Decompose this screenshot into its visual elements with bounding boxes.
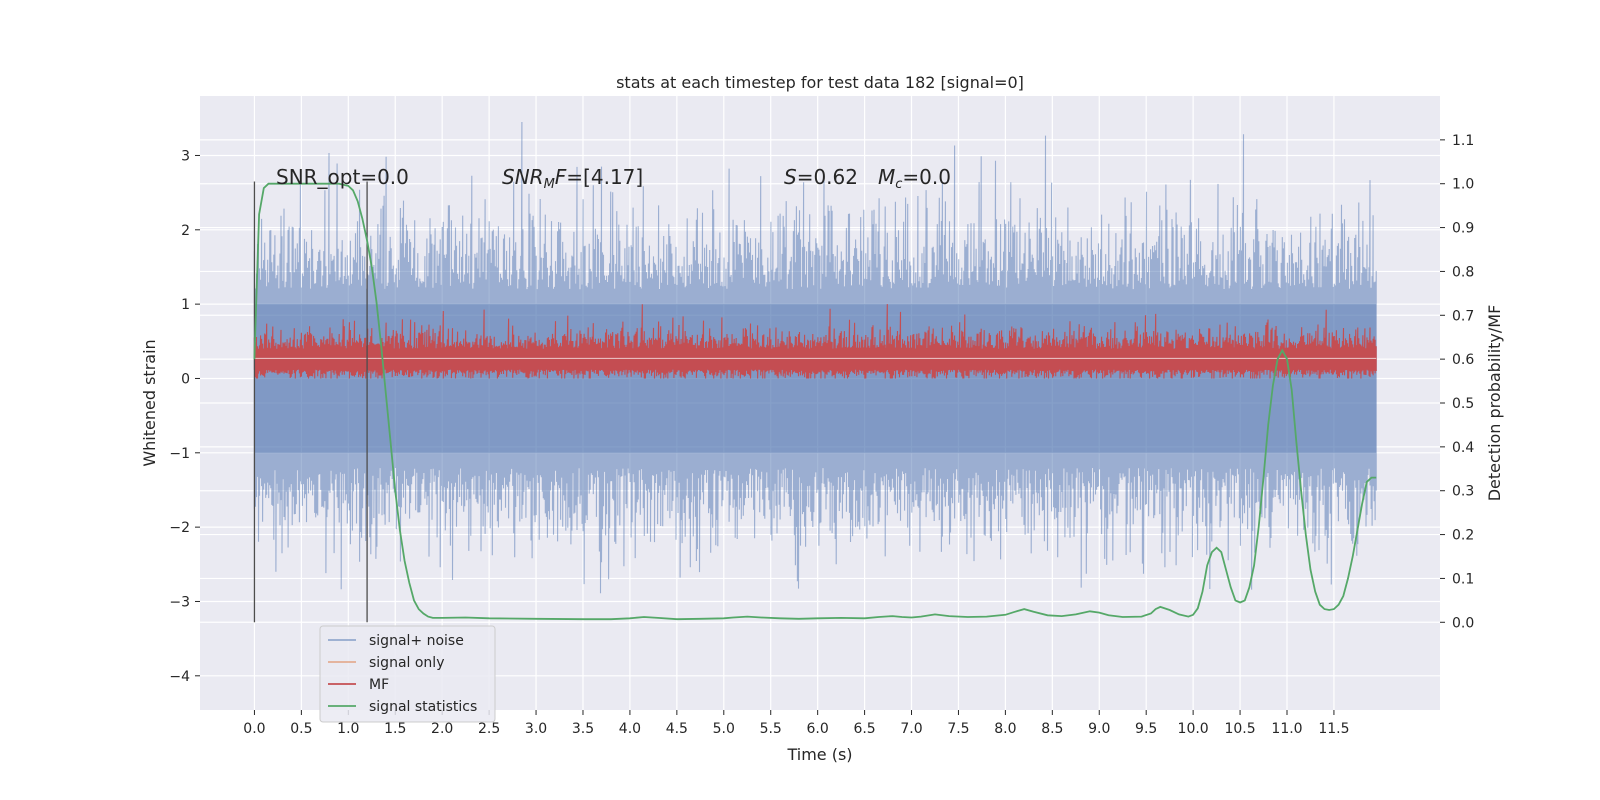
series-mf bbox=[253, 304, 1377, 379]
x-tick-label-0: 0.0 bbox=[243, 721, 265, 737]
annotation-s: S=0.62 bbox=[784, 165, 858, 189]
x-tick-label-23: 11.5 bbox=[1318, 721, 1349, 737]
x-tick-label-16: 8.0 bbox=[994, 721, 1016, 737]
y-tick-label-4: −1 bbox=[169, 446, 190, 462]
legend: signal+ noise signal only MF signal stat… bbox=[319, 625, 496, 723]
y-tick-label-0: 3 bbox=[181, 148, 190, 164]
x-tick-label-4: 2.0 bbox=[431, 721, 453, 737]
x-tick-label-9: 4.5 bbox=[666, 721, 688, 737]
y-right-tick-label-1: 1.0 bbox=[1452, 177, 1474, 193]
x-tick-label-15: 7.5 bbox=[947, 721, 969, 737]
y-right-tick-label-5: 0.6 bbox=[1452, 352, 1474, 368]
y-tick-label-2: 1 bbox=[181, 297, 190, 313]
x-tick-label-18: 9.0 bbox=[1088, 721, 1110, 737]
annotation-snr-opt: SNR_opt=0.0 bbox=[276, 165, 409, 189]
x-tick-label-5: 2.5 bbox=[478, 721, 500, 737]
y-right-tick-label-3: 0.8 bbox=[1452, 264, 1474, 280]
y-axis-label: Whitened strain bbox=[140, 339, 159, 466]
x-tick-label-10: 5.0 bbox=[713, 721, 735, 737]
y-tick-label-6: −3 bbox=[169, 594, 190, 610]
y-right-tick-label-4: 0.7 bbox=[1452, 308, 1474, 324]
annotation-mc: Mc=0.0 bbox=[878, 165, 951, 192]
x-tick-label-17: 8.5 bbox=[1041, 721, 1063, 737]
annotation-snr-mf: SNRMF=[4.17] bbox=[502, 165, 643, 192]
y-right-tick-label-10: 0.1 bbox=[1452, 571, 1474, 587]
y-right-tick-label-9: 0.2 bbox=[1452, 528, 1474, 544]
x-tick-label-14: 7.0 bbox=[900, 721, 922, 737]
x-tick-label-22: 11.0 bbox=[1271, 721, 1302, 737]
x-tick-label-8: 4.0 bbox=[619, 721, 641, 737]
x-axis-label: Time (s) bbox=[786, 745, 852, 764]
series-signal-statistics bbox=[253, 182, 1377, 621]
legend-label-signal-statistics: signal statistics bbox=[369, 699, 477, 715]
y-right-tick-label-6: 0.5 bbox=[1452, 396, 1474, 412]
x-tick-label-6: 3.0 bbox=[525, 721, 547, 737]
y-tick-label-5: −2 bbox=[169, 520, 190, 536]
legend-label-signal-only: signal only bbox=[369, 655, 444, 671]
x-tick-label-1: 0.5 bbox=[290, 721, 312, 737]
x-tick-label-2: 1.0 bbox=[337, 721, 359, 737]
x-tick-label-3: 1.5 bbox=[384, 721, 406, 737]
legend-box bbox=[319, 625, 496, 723]
y-right-tick-label-7: 0.4 bbox=[1452, 440, 1474, 456]
legend-label-mf: MF bbox=[369, 677, 389, 693]
signal-statistics-line bbox=[253, 182, 1377, 621]
y-right-axis-label: Detection probability/MF bbox=[1485, 305, 1504, 502]
legend-label-signal-noise: signal+ noise bbox=[369, 633, 464, 649]
vertical-markers bbox=[253, 181, 368, 623]
ticks: 0.0 0.5 1.0 1.5 2.0 2.5 3.0 3.5 4.0 4.5 5.0 5.5 6.0 6… bbox=[169, 133, 1474, 737]
x-tick-label-12: 6.0 bbox=[807, 721, 829, 737]
y-right-tick-label-2: 0.9 bbox=[1452, 221, 1474, 237]
x-tick-label-19: 9.5 bbox=[1135, 721, 1157, 737]
y-tick-label-7: −4 bbox=[169, 669, 190, 685]
x-tick-label-20: 10.0 bbox=[1178, 721, 1209, 737]
y-tick-label-1: 2 bbox=[181, 223, 190, 239]
y-tick-label-3: 0 bbox=[181, 371, 190, 387]
chart-title: stats at each timestep for test data 182… bbox=[616, 73, 1024, 92]
x-tick-label-7: 3.5 bbox=[572, 721, 594, 737]
x-tick-label-13: 6.5 bbox=[853, 721, 875, 737]
x-tick-label-11: 5.5 bbox=[760, 721, 782, 737]
y-right-tick-label-0: 1.1 bbox=[1452, 133, 1474, 149]
y-right-tick-label-11: 0.0 bbox=[1452, 615, 1474, 631]
x-tick-label-21: 10.5 bbox=[1224, 721, 1255, 737]
y-right-tick-label-8: 0.3 bbox=[1452, 484, 1474, 500]
mf-core bbox=[254, 354, 1377, 370]
